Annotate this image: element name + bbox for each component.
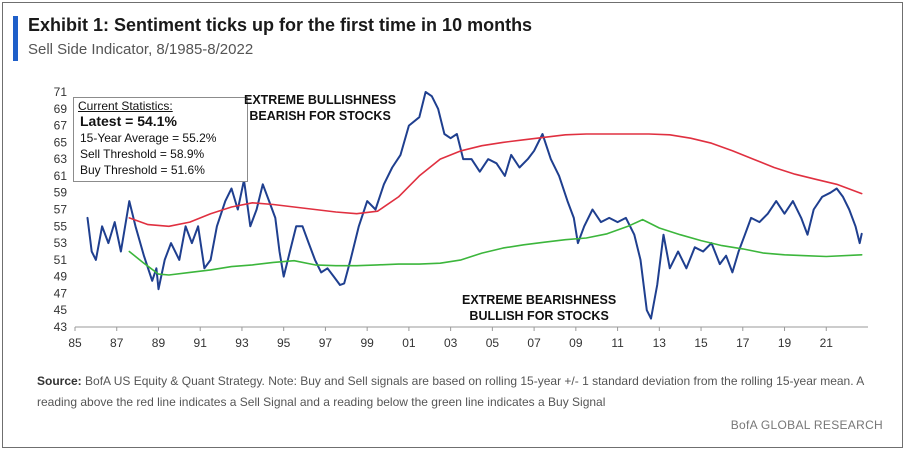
x-tick-label: 85 [68,336,82,350]
y-tick-label: 55 [54,219,68,233]
x-tick-label: 19 [778,336,792,350]
x-tick-label: 99 [360,336,374,350]
y-tick-label: 57 [54,203,68,217]
series-layer [86,91,863,320]
y-tick-label: 53 [54,236,68,250]
y-tick-label: 49 [54,270,68,284]
x-tick-label: 87 [110,336,124,350]
buy-threshold-line [128,218,863,276]
bullish-annotation-line1: EXTREME BULLISHNESS [244,93,397,107]
y-tick-label: 67 [54,119,68,133]
x-tick-label: 95 [277,336,291,350]
y-tick-label: 61 [54,169,68,183]
x-tick-label: 01 [402,336,416,350]
source-text: BofA US Equity & Quant Strategy. Note: B… [37,374,864,409]
bullish-annotation: EXTREME BULLISHNESS BEARISH FOR STOCKS [244,92,396,124]
stats-latest: Latest = 54.1% [80,113,177,129]
y-tick-label: 59 [54,186,68,200]
brand-label: BofA GLOBAL RESEARCH [730,418,883,432]
bearish-annotation: EXTREME BEARISHNESS BULLISH FOR STOCKS [462,292,616,324]
stats-sell-threshold: Sell Threshold = 58.9% [80,147,205,161]
stats-buy-threshold: Buy Threshold = 51.6% [80,163,205,177]
x-tick-label: 07 [527,336,541,350]
x-axis: 85 87 89 91 93 95 97 99 01 03 05 07 09 11 13 15 17 19 21 [68,326,868,350]
x-tick-label: 13 [653,336,667,350]
y-tick-label: 69 [54,102,68,116]
exhibit-subtitle: Sell Side Indicator, 8/1985-8/2022 [28,41,254,58]
exhibit-title: Exhibit 1: Sentiment ticks up for the fi… [28,15,533,35]
bearish-annotation-line2: BULLISH FOR STOCKS [469,309,609,323]
y-tick-label: 63 [54,152,68,166]
x-tick-label: 05 [486,336,500,350]
y-tick-label: 65 [54,135,68,149]
sell-threshold-line [128,133,863,228]
accent-bar [13,16,18,61]
x-tick-label: 91 [194,336,208,350]
bullish-annotation-line2: BEARISH FOR STOCKS [249,109,391,123]
x-tick-label: 03 [444,336,458,350]
x-tick-label: 17 [736,336,750,350]
stats-heading: Current Statistics: [78,99,173,113]
bearish-annotation-line1: EXTREME BEARISHNESS [462,293,617,307]
x-tick-label: 93 [235,336,249,350]
stats-average: 15-Year Average = 55.2% [80,131,217,145]
x-tick-label: 89 [152,336,166,350]
source-label: Source: [37,374,82,388]
source-note: Source: BofA US Equity & Quant Strategy.… [37,371,882,413]
x-tick-label: 15 [694,336,708,350]
x-tick-label: 21 [820,336,834,350]
y-axis: 43 45 47 49 51 53 55 57 59 61 63 65 67 69 71 [54,85,68,334]
sentiment-line [86,91,863,320]
current-statistics-box: Current Statistics: Latest = 54.1% 15-Ye… [73,97,248,182]
y-tick-label: 45 [54,303,68,317]
x-tick-label: 09 [569,336,583,350]
y-tick-label: 43 [54,320,68,334]
y-tick-label: 51 [54,253,68,267]
y-tick-label: 47 [54,286,68,300]
y-tick-label: 71 [54,85,68,99]
x-tick-label: 97 [319,336,333,350]
x-tick-label: 11 [611,336,624,350]
